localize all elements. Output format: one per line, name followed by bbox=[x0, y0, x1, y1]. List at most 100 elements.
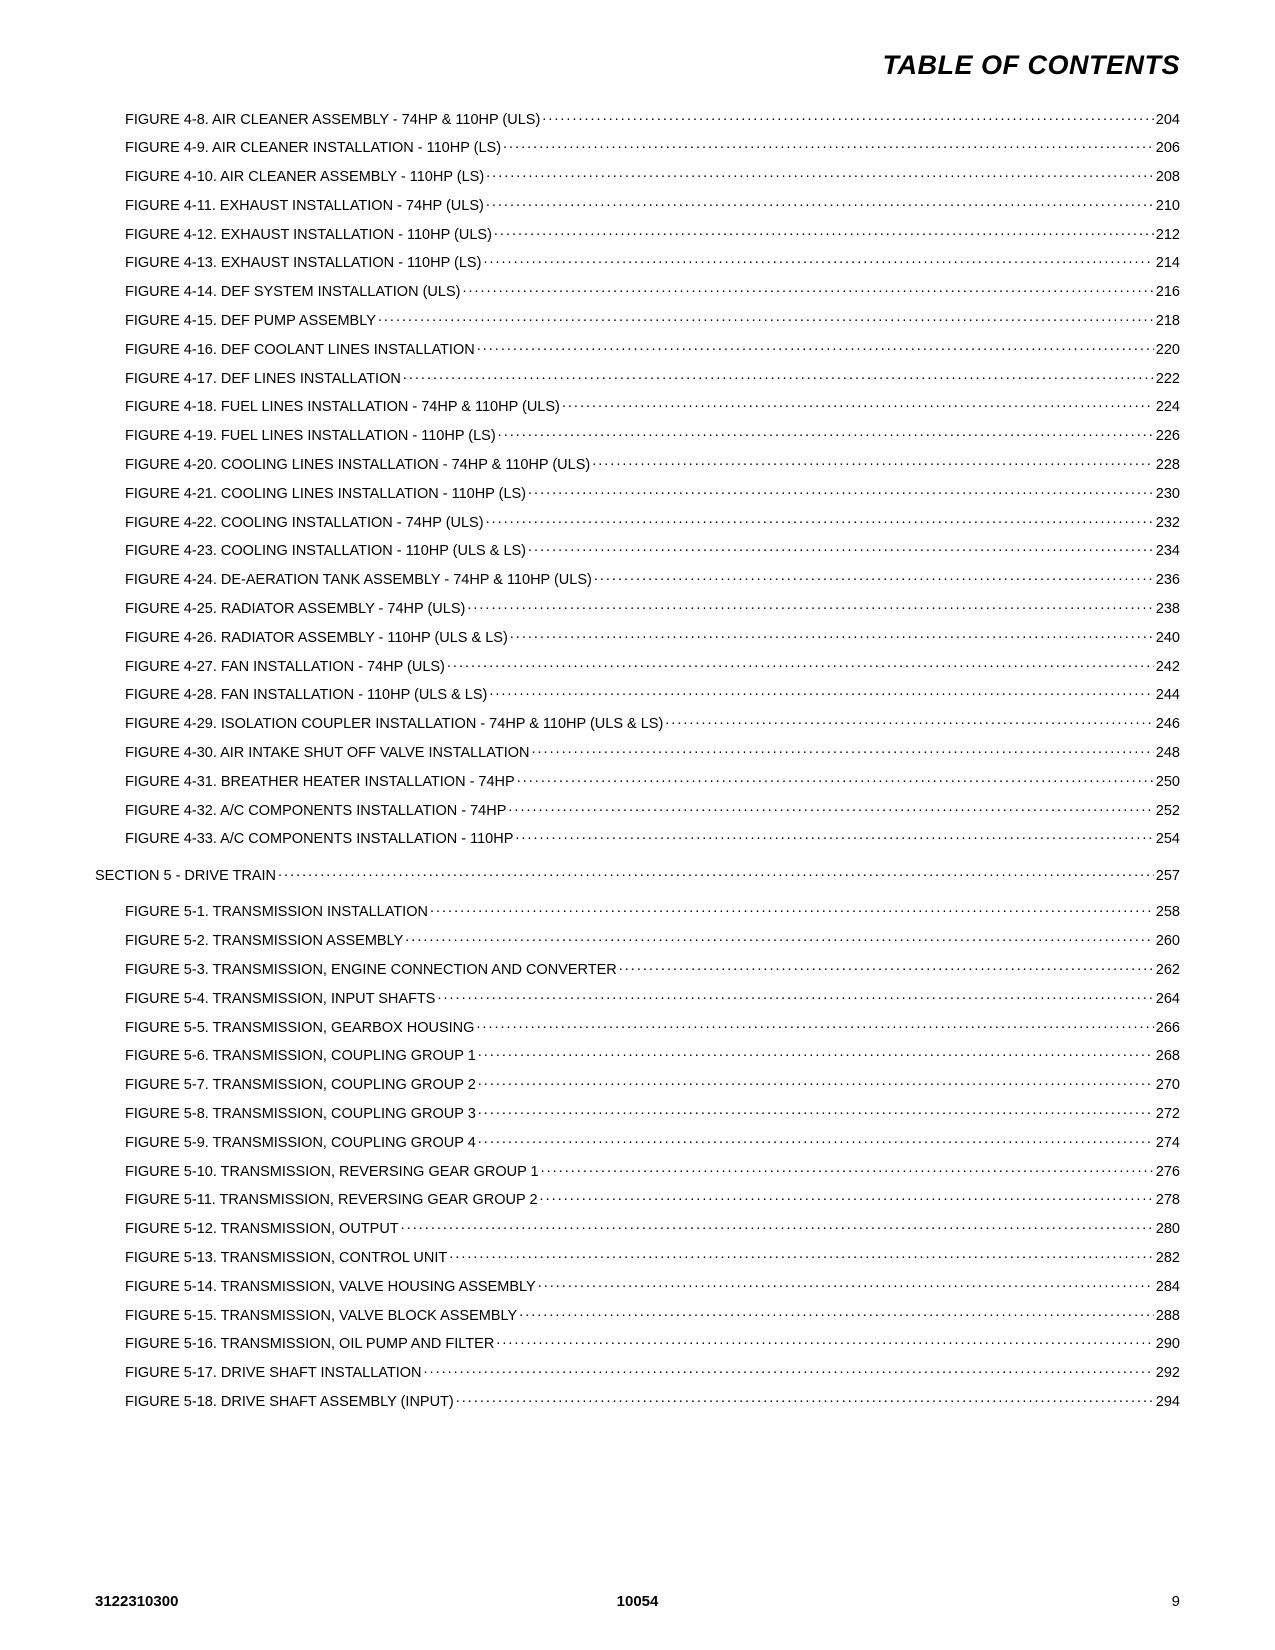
toc-dot-leader bbox=[538, 1276, 1154, 1291]
toc-dot-leader bbox=[478, 1046, 1154, 1061]
toc-entry-page: 264 bbox=[1156, 991, 1180, 1007]
toc-entry-page: 244 bbox=[1156, 687, 1180, 703]
toc-dot-leader bbox=[486, 195, 1154, 210]
toc-entry-page: 280 bbox=[1156, 1221, 1180, 1237]
toc-entry: FIGURE 5-13. TRANSMISSION, CONTROL UNIT 2… bbox=[95, 1247, 1180, 1266]
toc-entry: FIGURE 4-23. COOLING INSTALLATION - 110H… bbox=[95, 541, 1180, 560]
toc-entry-page: 282 bbox=[1156, 1250, 1180, 1266]
toc-entry-label: FIGURE 5-10. TRANSMISSION, REVERSING GEA… bbox=[125, 1164, 539, 1180]
toc-entry-page: 268 bbox=[1156, 1048, 1180, 1064]
toc-entry-label: FIGURE 5-18. DRIVE SHAFT ASSEMBLY (INPUT… bbox=[125, 1394, 454, 1410]
toc-entry-page: 214 bbox=[1156, 255, 1180, 271]
toc-entry-label: FIGURE 5-16. TRANSMISSION, OIL PUMP AND … bbox=[125, 1336, 494, 1352]
toc-entry-label: FIGURE 4-18. FUEL LINES INSTALLATION - 7… bbox=[125, 399, 560, 415]
toc-entry-page: 276 bbox=[1156, 1164, 1180, 1180]
toc-entry-page: 274 bbox=[1156, 1135, 1180, 1151]
toc-entry: FIGURE 5-4. TRANSMISSION, INPUT SHAFTS26… bbox=[95, 988, 1180, 1007]
toc-entry: FIGURE 4-28. FAN INSTALLATION - 110HP (U… bbox=[95, 685, 1180, 704]
toc-dot-leader bbox=[477, 339, 1154, 354]
toc-entry-label: FIGURE 4-8. AIR CLEANER ASSEMBLY - 74HP … bbox=[125, 112, 540, 128]
toc-entry: FIGURE 5-10. TRANSMISSION, REVERSING GEA… bbox=[95, 1161, 1180, 1180]
toc-entry-label: FIGURE 5-9. TRANSMISSION, COUPLING GROUP… bbox=[125, 1135, 476, 1151]
toc-entry: FIGURE 4-13. EXHAUST INSTALLATION - 110H… bbox=[95, 253, 1180, 272]
toc-entry: FIGURE 4-8. AIR CLEANER ASSEMBLY - 74HP … bbox=[95, 109, 1180, 128]
toc-dot-leader bbox=[456, 1391, 1154, 1406]
toc-dot-leader bbox=[430, 902, 1154, 917]
toc-entry-label: FIGURE 4-27. FAN INSTALLATION - 74HP (UL… bbox=[125, 659, 445, 675]
toc-entry: FIGURE 5-17. DRIVE SHAFT INSTALLATION292 bbox=[95, 1363, 1180, 1382]
toc-entry-page: 240 bbox=[1156, 630, 1180, 646]
toc-entry: FIGURE 4-11. EXHAUST INSTALLATION - 74HP… bbox=[95, 195, 1180, 214]
toc-entry-label: FIGURE 4-25. RADIATOR ASSEMBLY - 74HP (U… bbox=[125, 601, 465, 617]
toc-dot-leader bbox=[378, 311, 1154, 326]
toc-entry: FIGURE 4-16. DEF COOLANT LINES INSTALLAT… bbox=[95, 339, 1180, 358]
toc-entry: FIGURE 4-31. BREATHER HEATER INSTALLATIO… bbox=[95, 771, 1180, 790]
toc-entry-page: 270 bbox=[1156, 1077, 1180, 1093]
toc-entry-label: FIGURE 5-3. TRANSMISSION, ENGINE CONNECT… bbox=[125, 962, 617, 978]
toc-entry: FIGURE 4-29. ISOLATION COUPLER INSTALLAT… bbox=[95, 714, 1180, 733]
toc-entry-label: FIGURE 5-1. TRANSMISSION INSTALLATION bbox=[125, 904, 428, 920]
toc-entry-label: FIGURE 5-13. TRANSMISSION, CONTROL UNIT bbox=[125, 1250, 447, 1266]
toc-entry-label: FIGURE 5-8. TRANSMISSION, COUPLING GROUP… bbox=[125, 1106, 476, 1122]
footer-page-number: 9 bbox=[1172, 1593, 1180, 1610]
toc-entry-label: FIGURE 5-17. DRIVE SHAFT INSTALLATION bbox=[125, 1365, 422, 1381]
toc-entry-page: 222 bbox=[1156, 371, 1180, 387]
toc-dot-leader bbox=[515, 829, 1153, 844]
toc-entry-page: 294 bbox=[1156, 1394, 1180, 1410]
toc-entry-page: 284 bbox=[1156, 1279, 1180, 1295]
toc-entry-label: FIGURE 4-22. COOLING INSTALLATION - 74HP… bbox=[125, 515, 484, 531]
toc-entry-label: FIGURE 4-16. DEF COOLANT LINES INSTALLAT… bbox=[125, 342, 475, 358]
toc-dot-leader bbox=[498, 426, 1154, 441]
toc-entry-page: 252 bbox=[1156, 803, 1180, 819]
toc-entry-label: FIGURE 4-11. EXHAUST INSTALLATION - 74HP… bbox=[125, 198, 484, 214]
toc-entry-page: 290 bbox=[1156, 1336, 1180, 1352]
toc-entry: FIGURE 4-9. AIR CLEANER INSTALLATION - 1… bbox=[95, 138, 1180, 157]
toc-entry-page: 228 bbox=[1156, 457, 1180, 473]
toc-dot-leader bbox=[278, 865, 1154, 880]
toc-entry-label: FIGURE 5-2. TRANSMISSION ASSEMBLY bbox=[125, 933, 403, 949]
toc-entry: FIGURE 4-26. RADIATOR ASSEMBLY - 110HP (… bbox=[95, 627, 1180, 646]
toc-dot-leader bbox=[665, 714, 1154, 729]
toc-entry-label: FIGURE 5-15. TRANSMISSION, VALVE BLOCK A… bbox=[125, 1308, 517, 1324]
toc-dot-leader bbox=[467, 599, 1153, 614]
toc-entry: FIGURE 5-1. TRANSMISSION INSTALLATION258 bbox=[95, 902, 1180, 921]
toc-entry-label: FIGURE 4-20. COOLING LINES INSTALLATION … bbox=[125, 457, 590, 473]
toc-dot-leader bbox=[540, 1190, 1154, 1205]
toc-dot-leader bbox=[594, 570, 1154, 585]
toc-entry-label: FIGURE 4-28. FAN INSTALLATION - 110HP (U… bbox=[125, 687, 487, 703]
toc-entry: FIGURE 4-12. EXHAUST INSTALLATION - 110H… bbox=[95, 224, 1180, 243]
toc-entry-label: FIGURE 4-29. ISOLATION COUPLER INSTALLAT… bbox=[125, 716, 663, 732]
toc-dot-leader bbox=[486, 167, 1154, 182]
toc-entry-label: FIGURE 4-15. DEF PUMP ASSEMBLY bbox=[125, 313, 376, 329]
toc-entry-page: 230 bbox=[1156, 486, 1180, 502]
toc-entry-page: 248 bbox=[1156, 745, 1180, 761]
toc-entry-page: 234 bbox=[1156, 543, 1180, 559]
toc-dot-leader bbox=[489, 685, 1153, 700]
toc-entry: FIGURE 5-16. TRANSMISSION, OIL PUMP AND … bbox=[95, 1334, 1180, 1353]
toc-entry-label: SECTION 5 - DRIVE TRAIN bbox=[95, 868, 276, 884]
toc-dot-leader bbox=[503, 138, 1154, 153]
footer-doc-number: 3122310300 bbox=[95, 1593, 178, 1610]
toc-entry: FIGURE 5-8. TRANSMISSION, COUPLING GROUP… bbox=[95, 1104, 1180, 1123]
toc-entry-page: 262 bbox=[1156, 962, 1180, 978]
toc-entry-label: FIGURE 4-23. COOLING INSTALLATION - 110H… bbox=[125, 543, 526, 559]
toc-entry-label: FIGURE 4-12. EXHAUST INSTALLATION - 110H… bbox=[125, 227, 492, 243]
toc-entry-page: 260 bbox=[1156, 933, 1180, 949]
toc-entry-page: 210 bbox=[1156, 198, 1180, 214]
toc-entry: FIGURE 5-5. TRANSMISSION, GEARBOX HOUSIN… bbox=[95, 1017, 1180, 1036]
toc-entry: FIGURE 4-24. DE-AERATION TANK ASSEMBLY -… bbox=[95, 570, 1180, 589]
toc-entry: FIGURE 5-7. TRANSMISSION, COUPLING GROUP… bbox=[95, 1075, 1180, 1094]
toc-dot-leader bbox=[447, 656, 1154, 671]
toc-dot-leader bbox=[478, 1075, 1154, 1090]
page-title: TABLE OF CONTENTS bbox=[95, 50, 1180, 81]
toc-entry-page: 288 bbox=[1156, 1308, 1180, 1324]
toc-entry-label: FIGURE 4-31. BREATHER HEATER INSTALLATIO… bbox=[125, 774, 515, 790]
toc-entry-label: FIGURE 4-13. EXHAUST INSTALLATION - 110H… bbox=[125, 255, 481, 271]
toc-entry-page: 224 bbox=[1156, 399, 1180, 415]
toc-entry-page: 272 bbox=[1156, 1106, 1180, 1122]
toc-entry-page: 232 bbox=[1156, 515, 1180, 531]
toc-dot-leader bbox=[510, 627, 1154, 642]
toc-entry: FIGURE 4-17. DEF LINES INSTALLATION222 bbox=[95, 368, 1180, 387]
toc-entry-page: 238 bbox=[1156, 601, 1180, 617]
toc-entry: FIGURE 4-30. AIR INTAKE SHUT OFF VALVE I… bbox=[95, 743, 1180, 762]
